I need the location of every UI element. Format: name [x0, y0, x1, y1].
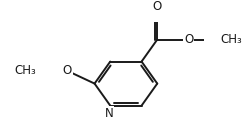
Text: O: O: [63, 64, 72, 77]
Text: O: O: [184, 33, 193, 46]
Text: O: O: [153, 0, 162, 13]
Text: CH₃: CH₃: [14, 64, 36, 77]
Text: N: N: [105, 107, 113, 120]
Text: CH₃: CH₃: [220, 33, 242, 46]
